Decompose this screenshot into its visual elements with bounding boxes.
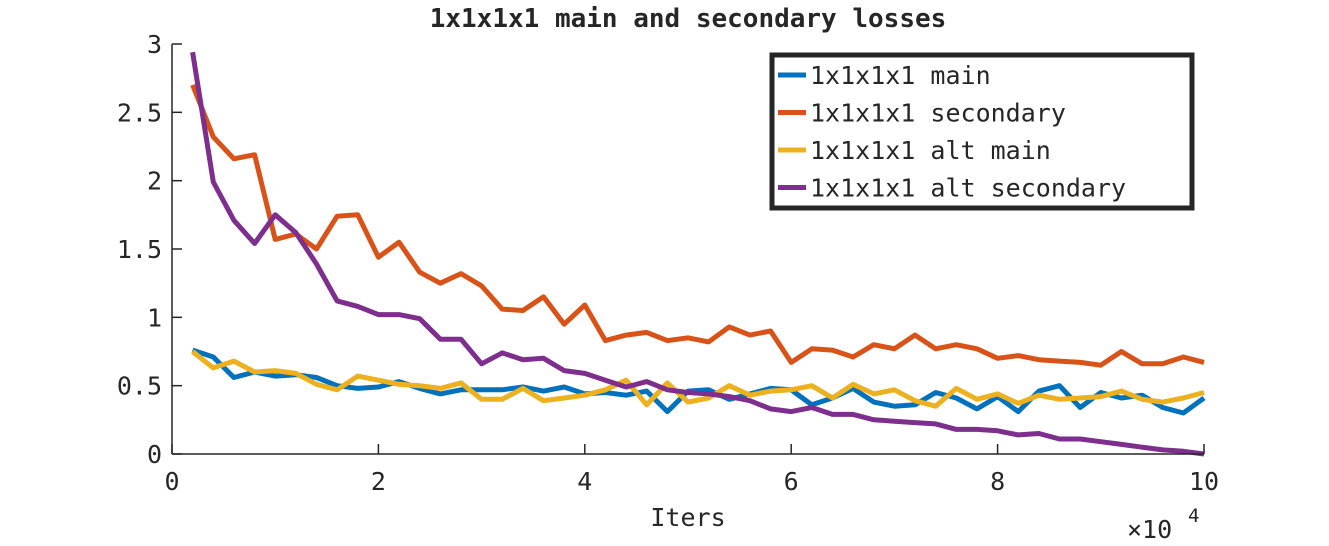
y-tick-label: 3 — [147, 30, 162, 59]
x-tick-label: 2 — [371, 467, 386, 496]
legend-label-4: 1x1x1x1 alt secondary — [810, 174, 1126, 203]
y-tick-label: 1.5 — [117, 235, 162, 264]
x-tick-label: 6 — [784, 467, 799, 496]
chart-title: 1x1x1x1 main and secondary losses — [430, 4, 947, 34]
y-tick-label: 2.5 — [117, 98, 162, 127]
x-exponent: ×10 4 — [1127, 505, 1199, 544]
y-tick-label: 1 — [147, 303, 162, 332]
x-tick-label: 10 — [1189, 467, 1219, 496]
x-exponent-power: 4 — [1188, 505, 1199, 527]
legend-label-3: 1x1x1x1 alt main — [810, 136, 1051, 165]
x-tick-label: 0 — [164, 467, 179, 496]
y-tick-label: 2 — [147, 167, 162, 196]
x-tick-label: 8 — [990, 467, 1005, 496]
axes-layer: 0 2 4 6 8 10 0 0.5 1 1.5 2 2.5 3 — [117, 30, 1219, 496]
y-tick-label: 0 — [147, 440, 162, 469]
y-tick-label: 0.5 — [117, 372, 162, 401]
legend: 1x1x1x1 main 1x1x1x1 secondary 1x1x1x1 alt… — [769, 52, 1195, 211]
x-exponent-base: ×10 — [1127, 515, 1172, 544]
series-layer — [190, 51, 1206, 457]
x-tick-label: 4 — [577, 467, 592, 496]
series-line-3 — [191, 349, 1205, 409]
series-line-2 — [190, 84, 1205, 368]
legend-box — [769, 52, 1195, 211]
legend-label-2: 1x1x1x1 secondary — [810, 99, 1066, 128]
legend-label-1: 1x1x1x1 main — [810, 61, 991, 90]
x-axis-label: Iters — [650, 503, 725, 532]
series-line-4 — [190, 51, 1205, 457]
